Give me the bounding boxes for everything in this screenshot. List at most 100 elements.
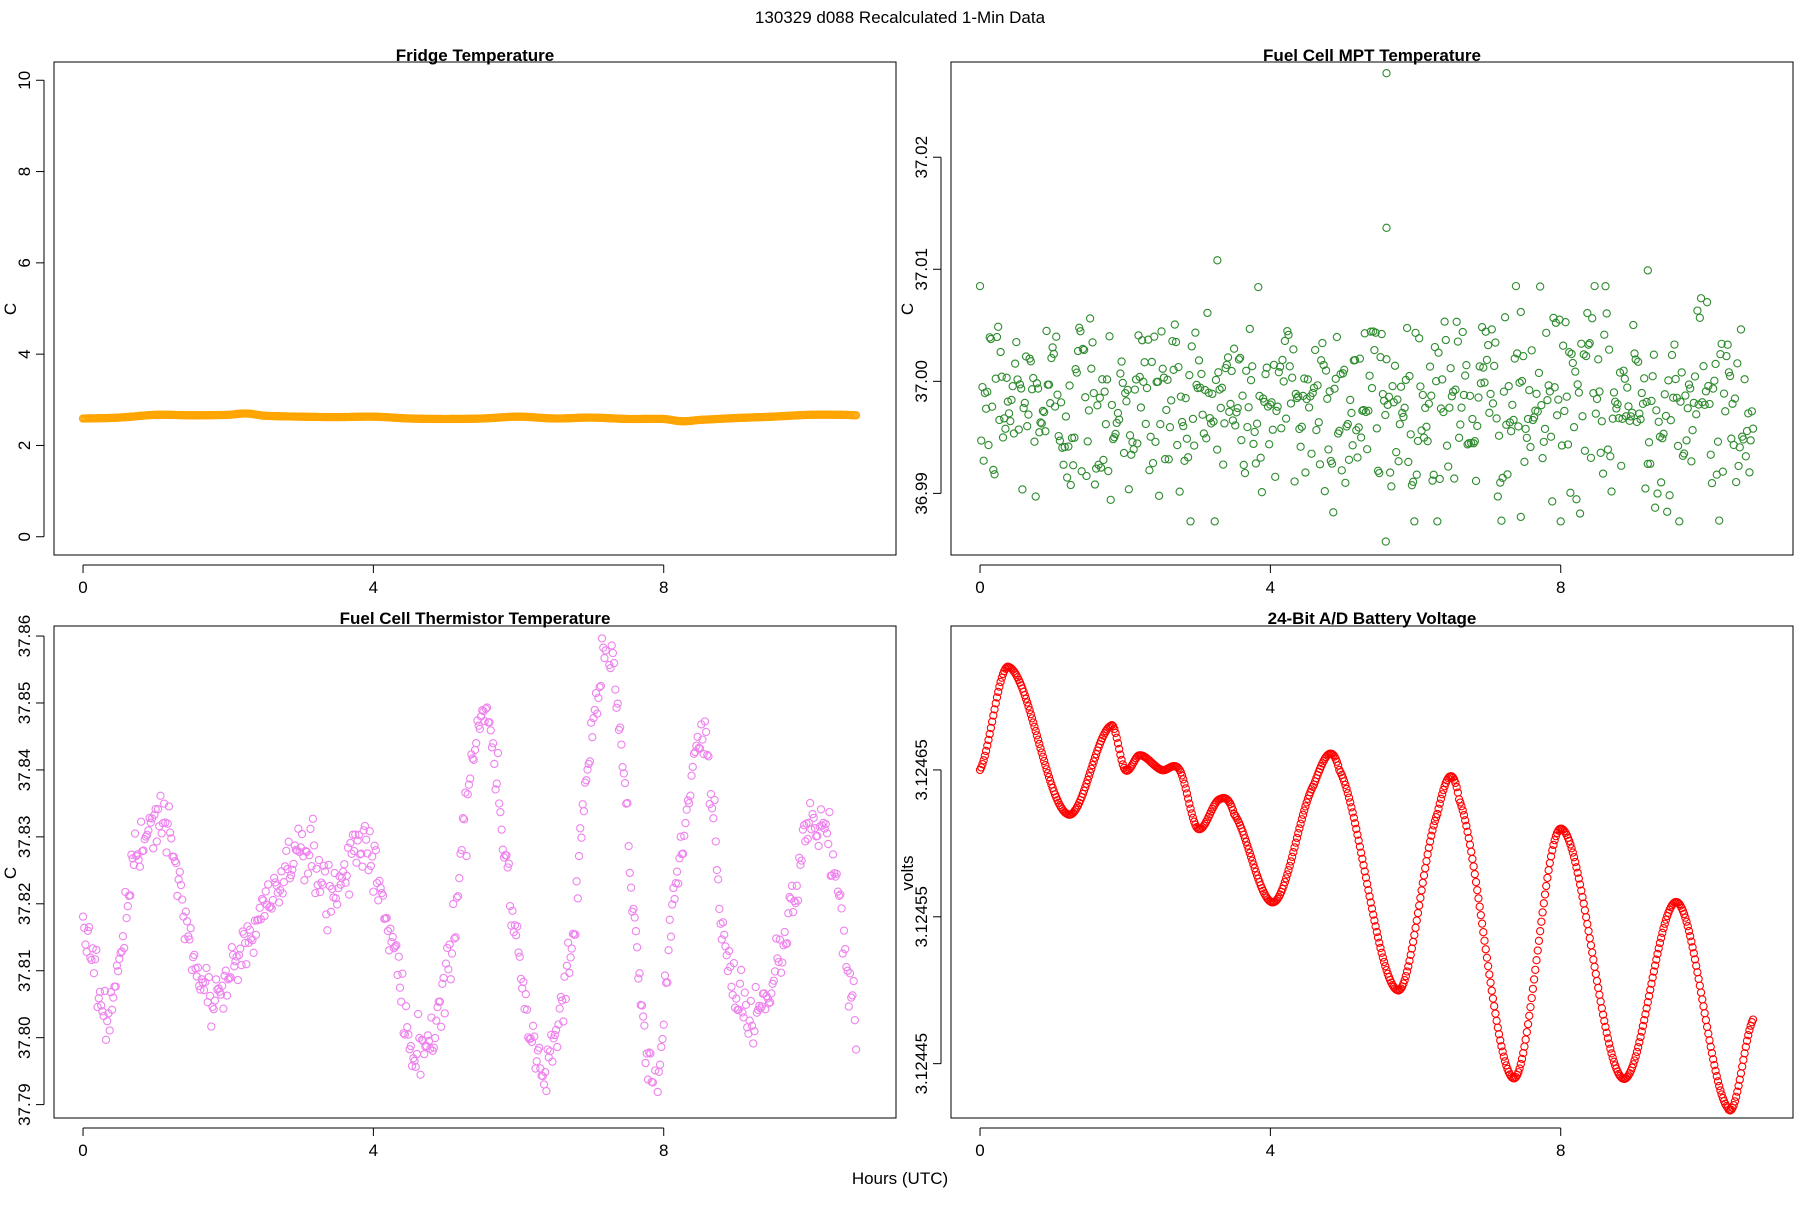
data-point — [1352, 824, 1361, 834]
data-point — [1130, 385, 1140, 394]
data-point — [486, 726, 495, 735]
data-point — [686, 791, 695, 800]
data-point — [170, 856, 180, 866]
data-point — [1014, 425, 1023, 434]
data-point — [1046, 398, 1055, 408]
data-point — [1288, 852, 1297, 861]
data-point — [286, 871, 296, 880]
data-point — [646, 1049, 655, 1058]
data-point — [793, 896, 803, 905]
data-point — [1238, 391, 1247, 400]
data-point — [331, 894, 341, 903]
data-point — [404, 1030, 413, 1039]
data-point — [1423, 437, 1432, 446]
data-point — [1666, 416, 1675, 425]
data-point — [1256, 453, 1265, 462]
data-point — [378, 891, 388, 900]
data-point — [150, 810, 159, 820]
data-point — [522, 1005, 532, 1014]
data-point — [156, 791, 165, 800]
data-point — [1245, 848, 1254, 858]
data-point — [323, 926, 332, 935]
data-point — [1371, 328, 1380, 337]
data-point — [1292, 833, 1302, 843]
data-point — [1617, 461, 1626, 470]
data-point — [1417, 886, 1426, 895]
data-point — [1422, 856, 1431, 866]
data-point — [430, 1033, 440, 1043]
data-point — [1640, 374, 1649, 383]
data-point — [1736, 325, 1746, 334]
data-point — [1035, 428, 1044, 437]
data-point — [1585, 338, 1594, 348]
data-point — [1624, 402, 1633, 411]
data-point — [1191, 328, 1200, 337]
data-point — [231, 957, 240, 966]
data-point — [1304, 403, 1314, 412]
data-point — [1741, 1042, 1750, 1052]
data-point — [450, 934, 459, 943]
data-point — [1573, 868, 1582, 877]
data-point — [1698, 995, 1707, 1004]
data-point — [1331, 374, 1340, 384]
data-point — [992, 693, 1002, 702]
data-point — [1110, 724, 1119, 734]
data-point — [668, 900, 677, 909]
data-point — [435, 997, 445, 1006]
data-point — [1731, 1092, 1741, 1101]
data-point — [1237, 435, 1246, 445]
data-point — [288, 865, 297, 874]
y-tick-label: 37.80 — [15, 1016, 34, 1059]
data-point — [784, 909, 793, 918]
data-point — [720, 930, 729, 939]
data-point — [130, 829, 140, 838]
data-point — [764, 999, 774, 1008]
data-point — [626, 883, 636, 892]
data-point — [1042, 326, 1051, 336]
data-point — [413, 1009, 423, 1019]
data-point — [1257, 488, 1267, 497]
data-point — [1560, 826, 1569, 836]
data-point — [1128, 760, 1137, 769]
data-point — [1748, 1015, 1758, 1024]
data-point — [770, 967, 780, 976]
data-point — [1360, 867, 1369, 876]
data-point — [503, 863, 512, 872]
data-point — [1458, 327, 1467, 337]
data-point — [1382, 223, 1391, 232]
data-point — [586, 718, 596, 727]
data-point — [1458, 806, 1467, 815]
data-point — [1667, 350, 1677, 360]
data-point — [1145, 466, 1154, 475]
data-point — [204, 973, 213, 982]
data-point — [740, 988, 749, 997]
data-point — [1663, 507, 1672, 516]
data-point — [1435, 474, 1444, 484]
data-point — [640, 1021, 649, 1030]
data-point — [1350, 819, 1360, 828]
data-point — [1283, 327, 1292, 336]
data-point — [98, 1007, 107, 1016]
data-point — [345, 890, 354, 899]
data-point — [1402, 967, 1412, 976]
data-point — [1297, 815, 1306, 824]
data-point — [825, 807, 834, 817]
data-point — [625, 868, 634, 878]
y-tick-label: 37.00 — [912, 360, 931, 403]
data-point — [1076, 327, 1085, 336]
data-point — [1036, 744, 1045, 753]
data-point — [700, 717, 710, 726]
data-point — [493, 748, 503, 758]
data-point — [582, 776, 591, 785]
data-point — [458, 813, 468, 823]
data-point — [1296, 442, 1305, 451]
data-point — [1024, 410, 1033, 419]
data-point — [1347, 803, 1356, 812]
data-point — [1300, 374, 1309, 383]
data-point — [1208, 389, 1217, 399]
data-point — [1418, 390, 1427, 400]
data-point — [1294, 828, 1303, 838]
data-point — [1392, 448, 1401, 457]
data-point — [383, 926, 393, 936]
